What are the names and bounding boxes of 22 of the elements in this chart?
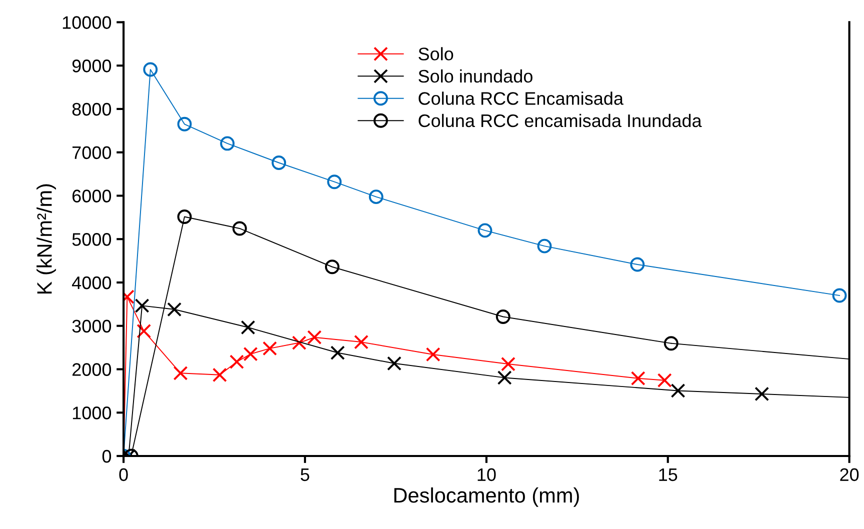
y-tick-label: 4000: [72, 276, 112, 290]
y-tick-label: 5000: [72, 233, 112, 246]
x-tick-label: 20: [840, 468, 859, 482]
y-tick-label: 6000: [72, 190, 112, 202]
legend-label: Coluna RCC Encamisada: [418, 92, 624, 105]
x-tick-label: 0: [119, 468, 128, 482]
y-tick-label: 1000: [72, 406, 112, 420]
y-tick-label: 9000: [72, 60, 112, 72]
legend-label: Coluna RCC encamisada Inundada: [418, 114, 702, 128]
legend-label: Solo: [418, 47, 454, 60]
y-axis-title: K (kN/m²/m): [36, 184, 56, 294]
x-axis-title: Deslocamento (mm): [394, 487, 579, 507]
x-tick-label: 5: [300, 468, 310, 482]
y-tick-label: 3000: [72, 320, 112, 333]
x-tick-label: 15: [659, 468, 678, 482]
y-tick-label: 2000: [72, 363, 112, 376]
y-tick-label: 10000: [62, 16, 112, 29]
legend-label: Solo inundado: [418, 69, 532, 83]
x-tick-label: 10: [478, 468, 496, 482]
y-tick-label: 7000: [72, 146, 112, 160]
y-tick-label: 8000: [72, 102, 112, 116]
y-tick-label: 0: [102, 450, 112, 463]
